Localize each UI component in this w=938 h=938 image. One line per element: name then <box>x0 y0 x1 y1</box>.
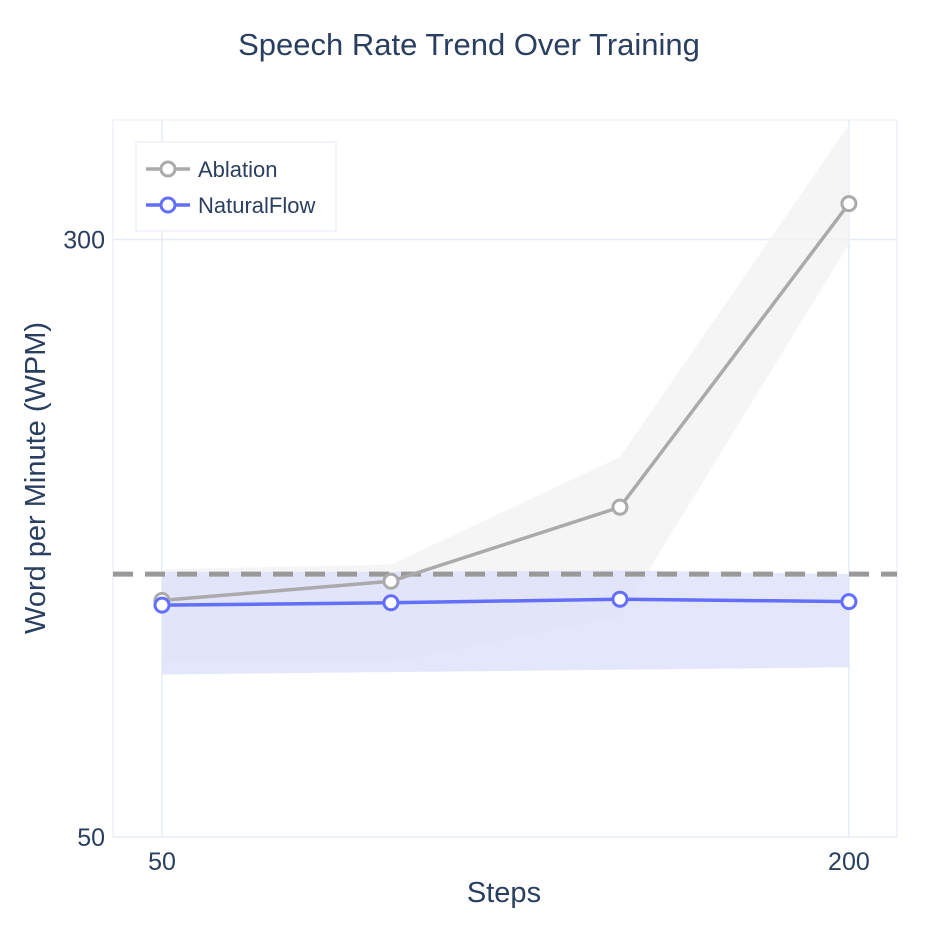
chart-title: Speech Rate Trend Over Training <box>238 27 700 62</box>
legend-marker-ablation <box>159 160 177 178</box>
legend: Ablation NaturalFlow <box>135 141 337 232</box>
marker-ablation <box>611 498 629 516</box>
series-lines <box>161 202 851 607</box>
y-tick-label: 300 <box>63 227 105 255</box>
legend-label-naturalflow: NaturalFlow <box>198 193 315 218</box>
line-ablation <box>161 202 851 603</box>
marker-ablation <box>840 195 858 213</box>
line-naturalflow <box>161 597 849 607</box>
x-axis-title: Steps <box>467 877 541 909</box>
marker-ablation <box>382 572 400 590</box>
x-tick-label: 50 <box>148 848 176 876</box>
marker-naturalflow <box>382 594 400 612</box>
marker-naturalflow <box>611 590 629 608</box>
series-markers <box>153 195 858 614</box>
marker-naturalflow <box>153 596 171 614</box>
y-axis-title: Word per Minute (WPM) <box>20 322 52 634</box>
x-tick-labels: 50 200 <box>148 848 870 876</box>
x-tick-label: 200 <box>828 848 870 876</box>
legend-box <box>135 141 337 232</box>
band-naturalflow <box>162 570 849 675</box>
y-tick-label: 50 <box>77 824 105 852</box>
y-tick-labels: 50 300 <box>63 227 105 853</box>
legend-marker-naturalflow <box>159 196 177 214</box>
legend-label-ablation: Ablation <box>198 157 278 182</box>
marker-naturalflow <box>840 593 858 611</box>
confidence-bands <box>162 124 849 675</box>
